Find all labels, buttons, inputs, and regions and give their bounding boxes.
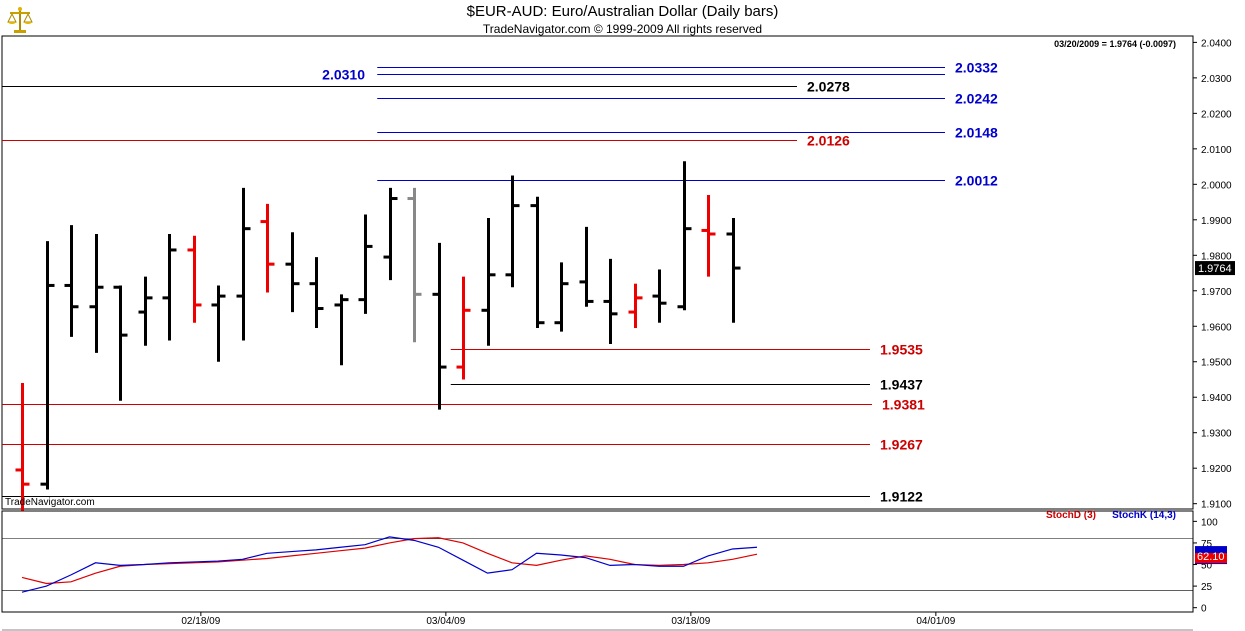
price-tick-label: 1.9100 (1201, 500, 1232, 511)
date-axis: 02/18/09 03/04/09 03/18/09 04/01/09 (181, 612, 956, 627)
chart-header: $EUR-AUD: Euro/Australian Dollar (Daily … (0, 0, 1245, 40)
chart-title: $EUR-AUD: Euro/Australian Dollar (Daily … (466, 3, 779, 20)
stoch-k-line (21, 536, 758, 593)
price-tick-label: 1.9900 (1201, 216, 1232, 227)
date-tick-label: 03/04/09 (426, 616, 465, 627)
level-label: 2.0310 (322, 67, 365, 83)
level-label: 1.9122 (880, 489, 923, 505)
stoch-d-marker (1195, 553, 1227, 564)
level-label: 1.9535 (880, 342, 923, 358)
chart-subtitle: TradeNavigator.com © 1999-2009 All right… (482, 22, 763, 36)
last-price-info: 03/20/2009 = 1.9764 (-0.0097) (1054, 39, 1176, 49)
level-label: 2.0278 (807, 79, 850, 95)
date-tick-label: 03/18/09 (671, 616, 710, 627)
legend-stoch-k: StochK (14,3) (1112, 510, 1176, 521)
last-price-label: 1.9764 (1198, 263, 1232, 275)
date-tick-label: 02/18/09 (181, 616, 220, 627)
level-label: 2.0126 (807, 133, 850, 149)
price-tick-label: 2.0100 (1201, 145, 1232, 156)
watermark: TradeNavigator.com (5, 497, 95, 508)
price-tick-label: 2.0400 (1201, 38, 1232, 49)
stoch-d-line (21, 537, 758, 585)
level-label: 1.9267 (880, 437, 923, 453)
price-tick-label: 1.9500 (1201, 358, 1232, 369)
price-tick-label: 1.9700 (1201, 287, 1232, 298)
level-label: 2.0242 (955, 91, 998, 107)
last-price-marker (1195, 261, 1235, 276)
level-label: 2.0332 (955, 60, 998, 76)
price-tick-label: 1.9800 (1201, 251, 1232, 262)
stoch-tick-label: 25 (1201, 582, 1213, 593)
price-tick-label: 2.0200 (1201, 109, 1232, 120)
level-label: 1.9381 (882, 397, 925, 413)
price-tick-label: 1.9200 (1201, 464, 1232, 475)
chart-frame (1, 35, 1194, 631)
price-tick-label: 2.0300 (1201, 74, 1232, 85)
stoch-tick-label: 100 (1201, 517, 1218, 528)
legend-stoch-d: StochD (3) (1046, 510, 1096, 521)
stoch-panel-border (1, 510, 1194, 613)
price-panel-border (1, 35, 1194, 510)
price-tick-label: 2.0000 (1201, 180, 1232, 191)
price-tick-label: 1.9300 (1201, 429, 1232, 440)
support-resistance-levels: 2.0332 2.0310 2.0278 2.0242 2.0148 2.0126 2.00… (2, 60, 998, 505)
price-tick-label: 1.9400 (1201, 393, 1232, 404)
stochastic-panel: 100 75 50 25 0 62.10 (2, 517, 1227, 615)
stoch-tick-label: 0 (1201, 604, 1207, 615)
price-axis: 2.0400 2.0300 2.0200 2.0100 2.0000 1.9900 1.98… (1193, 38, 1235, 511)
price-bars (15, 161, 741, 511)
stoch-last-value: 62.10 (1197, 551, 1225, 563)
level-label: 1.9437 (880, 377, 923, 393)
stoch-tick-label: 50 (1201, 561, 1213, 572)
price-tick-label: 1.9600 (1201, 322, 1232, 333)
level-label: 2.0012 (955, 173, 998, 189)
level-label: 2.0148 (955, 125, 998, 141)
date-tick-label: 04/01/09 (916, 616, 955, 627)
scales-icon (4, 4, 36, 36)
stoch-tick-label: 75 (1201, 539, 1213, 550)
